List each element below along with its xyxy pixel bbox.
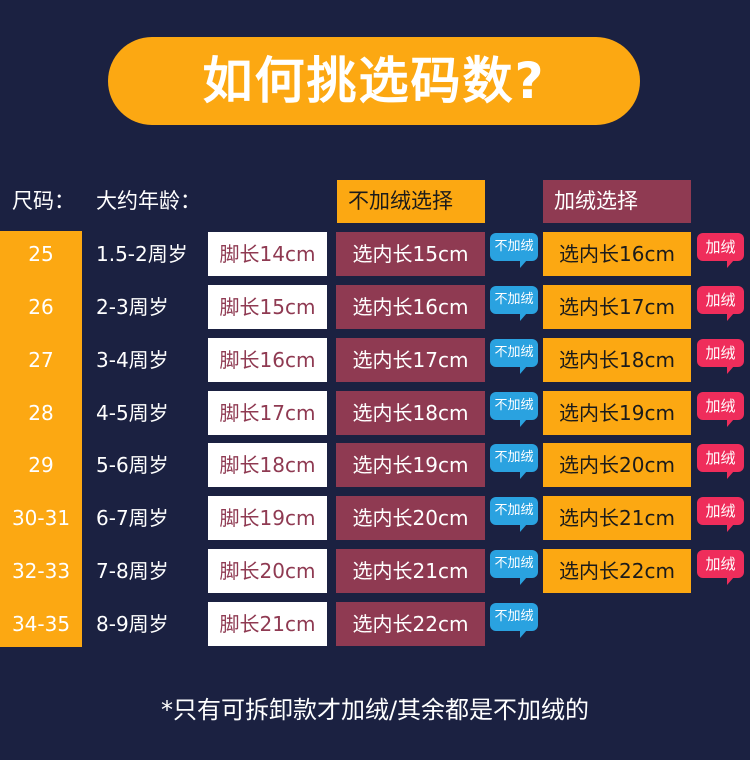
age-cell: 2-3周岁: [96, 295, 169, 319]
age-header-label: 大约年龄：: [96, 189, 201, 213]
size-cell: 27: [28, 348, 54, 372]
no-fleece-inner-length-cell: 选内长19cm: [336, 443, 485, 487]
no-fleece-bubble: 不加绒: [490, 497, 538, 532]
no-fleece-bubble: 不加绒: [490, 603, 538, 638]
age-cell: 8-9周岁: [96, 612, 169, 636]
table-row: 27 3-4周岁 脚长16cm 选内长17cm 不加绒 选内长18cm 加绒: [0, 338, 750, 382]
fleece-inner-length-cell: 选内长18cm: [543, 338, 691, 382]
fleece-inner-length-cell: 选内长22cm: [543, 549, 691, 593]
fleece-bubble: 加绒: [697, 286, 744, 321]
size-cell: 29: [28, 453, 54, 477]
size-cell: 32-33: [11, 559, 71, 583]
no-fleece-inner-length-cell: 选内长21cm: [336, 549, 485, 593]
fleece-bubble: 加绒: [697, 233, 744, 268]
fleece-header: 加绒选择: [543, 180, 691, 223]
size-cell: 28: [28, 401, 54, 425]
no-fleece-header: 不加绒选择: [337, 180, 485, 223]
foot-length-cell: 脚长15cm: [208, 285, 327, 329]
age-cell: 4-5周岁: [96, 401, 169, 425]
foot-length-cell: 脚长14cm: [208, 232, 327, 276]
foot-length-cell: 脚长18cm: [208, 443, 327, 487]
table-row: 25 1.5-2周岁 脚长14cm 选内长15cm 不加绒 选内长16cm 加绒: [0, 232, 750, 276]
foot-length-cell: 脚长21cm: [208, 602, 327, 646]
no-fleece-bubble: 不加绒: [490, 550, 538, 585]
table-row: 26 2-3周岁 脚长15cm 选内长16cm 不加绒 选内长17cm 加绒: [0, 285, 750, 329]
size-cell: 34-35: [11, 612, 71, 636]
fleece-inner-length-cell: 选内长19cm: [543, 391, 691, 435]
fleece-inner-length-cell: 选内长16cm: [543, 232, 691, 276]
fleece-bubble: 加绒: [697, 339, 744, 374]
no-fleece-bubble: 不加绒: [490, 233, 538, 268]
foot-length-cell: 脚长20cm: [208, 549, 327, 593]
foot-length-cell: 脚长17cm: [208, 391, 327, 435]
size-cell: 30-31: [11, 506, 71, 530]
no-fleece-inner-length-cell: 选内长22cm: [336, 602, 485, 646]
table-row: 32-33 7-8周岁 脚长20cm 选内长21cm 不加绒 选内长22cm 加…: [0, 549, 750, 593]
fleece-bubble: 加绒: [697, 497, 744, 532]
table-row: 29 5-6周岁 脚长18cm 选内长19cm 不加绒 选内长20cm 加绒: [0, 443, 750, 487]
no-fleece-inner-length-cell: 选内长15cm: [336, 232, 485, 276]
table-row: 34-35 8-9周岁 脚长21cm 选内长22cm 不加绒: [0, 602, 750, 646]
age-cell: 6-7周岁: [96, 506, 169, 530]
no-fleece-bubble: 不加绒: [490, 286, 538, 321]
age-cell: 3-4周岁: [96, 348, 169, 372]
fleece-inner-length-cell: 选内长17cm: [543, 285, 691, 329]
table-row: 30-31 6-7周岁 脚长19cm 选内长20cm 不加绒 选内长21cm 加…: [0, 496, 750, 540]
fleece-bubble: 加绒: [697, 392, 744, 427]
no-fleece-inner-length-cell: 选内长17cm: [336, 338, 485, 382]
page-title: 如何挑选码数?: [108, 37, 640, 125]
size-header-label: 尺码：: [12, 189, 75, 213]
age-cell: 5-6周岁: [96, 453, 169, 477]
fleece-inner-length-cell: 选内长21cm: [543, 496, 691, 540]
foot-length-cell: 脚长16cm: [208, 338, 327, 382]
no-fleece-bubble: 不加绒: [490, 339, 538, 374]
fleece-inner-length-cell: 选内长20cm: [543, 443, 691, 487]
no-fleece-inner-length-cell: 选内长20cm: [336, 496, 485, 540]
age-cell: 7-8周岁: [96, 559, 169, 583]
footnote: *只有可拆卸款才加绒/其余都是不加绒的: [160, 696, 590, 724]
fleece-bubble: 加绒: [697, 550, 744, 585]
no-fleece-inner-length-cell: 选内长16cm: [336, 285, 485, 329]
no-fleece-inner-length-cell: 选内长18cm: [336, 391, 485, 435]
size-cell: 25: [28, 242, 54, 266]
foot-length-cell: 脚长19cm: [208, 496, 327, 540]
fleece-bubble: 加绒: [697, 444, 744, 479]
size-cell: 26: [28, 295, 54, 319]
size-column-background: [0, 231, 82, 647]
no-fleece-bubble: 不加绒: [490, 392, 538, 427]
table-row: 28 4-5周岁 脚长17cm 选内长18cm 不加绒 选内长19cm 加绒: [0, 391, 750, 435]
age-cell: 1.5-2周岁: [96, 242, 188, 266]
no-fleece-bubble: 不加绒: [490, 444, 538, 479]
